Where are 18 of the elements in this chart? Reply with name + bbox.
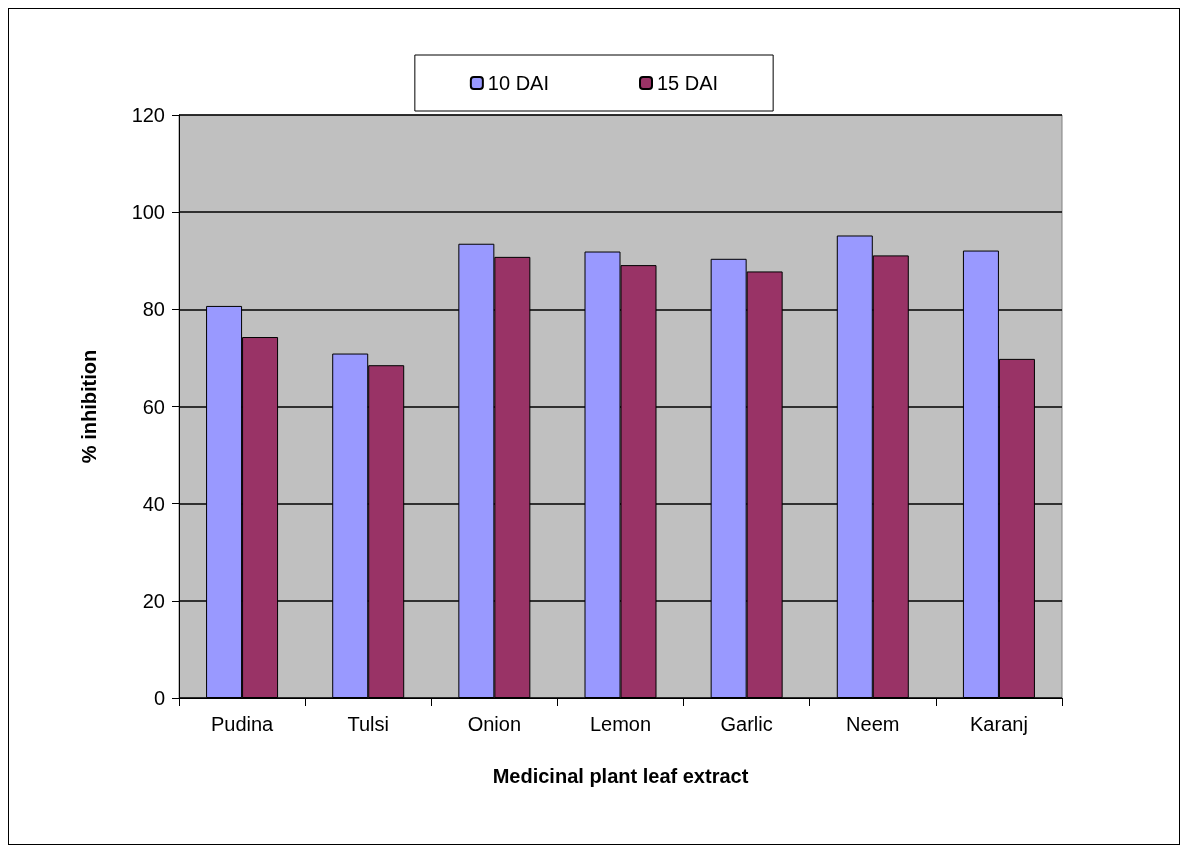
y-tick-label: 40 [142, 492, 165, 515]
x-axis-title: Medicinal plant leaf extract [492, 765, 749, 787]
x-tick-label: Onion [467, 713, 522, 735]
y-tick-label: 100 [131, 201, 165, 224]
y-tick-label: 120 [131, 104, 165, 126]
y-tick-label: 20 [142, 589, 165, 612]
x-tick-label: Lemon [589, 713, 652, 735]
x-tick-label: Pudina [210, 713, 275, 735]
y-axis-title: % inhibition [78, 349, 100, 464]
x-tick-label: Neem [846, 713, 900, 735]
y-tick-label: 60 [142, 395, 165, 418]
x-tick-label: Garlic [720, 713, 773, 735]
legend-label: 15 DAI [657, 72, 719, 94]
x-tick-label: Karanj [970, 713, 1028, 735]
legend-label: 10 DAI [487, 72, 550, 94]
y-tick-label: 0 [153, 687, 165, 709]
y-tick-label: 80 [142, 298, 165, 321]
x-tick-label: Tulsi [347, 713, 389, 735]
